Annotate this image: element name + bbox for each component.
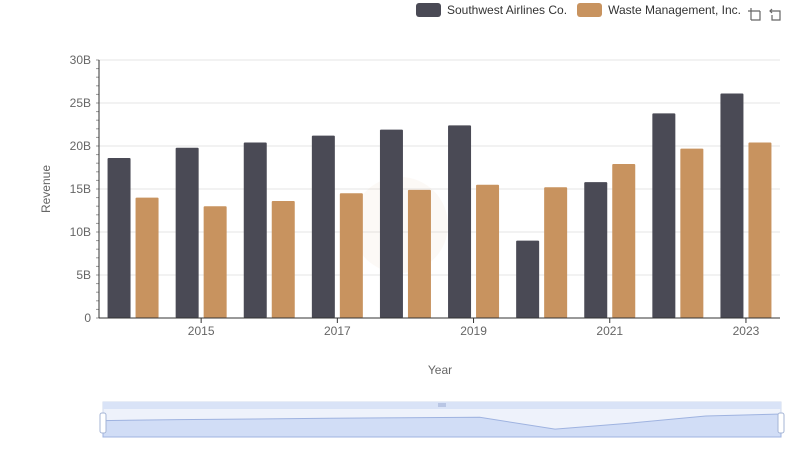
x-tick-label: 2021 bbox=[596, 324, 623, 338]
x-tick-label: 2019 bbox=[460, 324, 487, 338]
bar-waste-management-2019[interactable] bbox=[476, 184, 500, 318]
slider-grip[interactable] bbox=[438, 403, 446, 407]
bar-southwest-2019[interactable] bbox=[448, 125, 472, 318]
legend-item-southwest[interactable]: Southwest Airlines Co. bbox=[416, 3, 567, 17]
slider-handle-left[interactable] bbox=[99, 412, 107, 434]
bar-southwest-2016[interactable] bbox=[243, 142, 267, 318]
legend-swatch-waste-management bbox=[577, 3, 603, 17]
x-tick-label: 2015 bbox=[188, 324, 215, 338]
legend-label-waste-management: Waste Management, Inc. bbox=[608, 3, 742, 17]
bar-waste-management-2020[interactable] bbox=[544, 187, 568, 318]
y-tick-label: 15B bbox=[70, 182, 91, 196]
bar-southwest-2020[interactable] bbox=[516, 240, 540, 318]
bar-waste-management-2023[interactable] bbox=[748, 142, 772, 318]
bar-southwest-2014[interactable] bbox=[107, 158, 131, 318]
bar-waste-management-2018[interactable] bbox=[407, 189, 431, 318]
bar-waste-management-2022[interactable] bbox=[680, 148, 704, 318]
legend-item-waste-management[interactable]: Waste Management, Inc. bbox=[577, 3, 741, 17]
bar-southwest-2018[interactable] bbox=[379, 129, 403, 318]
bar-southwest-2017[interactable] bbox=[311, 135, 335, 318]
data-zoom-slider[interactable] bbox=[99, 401, 785, 438]
bar-southwest-2015[interactable] bbox=[175, 147, 199, 318]
bar-waste-management-2016[interactable] bbox=[271, 201, 295, 318]
x-axis-label: Year bbox=[428, 363, 452, 377]
bar-waste-management-2014[interactable] bbox=[135, 197, 159, 318]
bars bbox=[107, 93, 772, 318]
legend: Southwest Airlines Co. Waste Management,… bbox=[416, 3, 741, 17]
bar-southwest-2023[interactable] bbox=[720, 93, 744, 318]
toolbox bbox=[746, 6, 784, 22]
bar-waste-management-2017[interactable] bbox=[339, 193, 363, 318]
zoom-icon[interactable] bbox=[746, 6, 762, 22]
y-axis-label: Revenue bbox=[39, 165, 53, 213]
x-tick-label: 2023 bbox=[733, 324, 760, 338]
y-tick-label: 10B bbox=[70, 225, 91, 239]
bar-waste-management-2021[interactable] bbox=[612, 164, 636, 318]
legend-label-southwest: Southwest Airlines Co. bbox=[447, 3, 568, 17]
slider-handle-right[interactable] bbox=[777, 412, 785, 434]
y-tick-label: 25B bbox=[70, 96, 91, 110]
zoom-reset-icon[interactable] bbox=[768, 6, 784, 22]
y-tick-label: 5B bbox=[76, 268, 91, 282]
legend-swatch-southwest bbox=[416, 3, 441, 17]
x-tick-label: 2017 bbox=[324, 324, 351, 338]
y-tick-label: 20B bbox=[70, 139, 91, 153]
bar-waste-management-2015[interactable] bbox=[203, 206, 227, 318]
axes: 0 5B 10B 15B 20B 25B 30B 2015 2017 2019 2021 2023 bbox=[70, 53, 780, 338]
y-tick-label: 30B bbox=[70, 53, 91, 67]
y-tick-label: 0 bbox=[84, 311, 91, 325]
bar-southwest-2022[interactable] bbox=[652, 113, 676, 318]
bar-southwest-2021[interactable] bbox=[584, 182, 608, 318]
